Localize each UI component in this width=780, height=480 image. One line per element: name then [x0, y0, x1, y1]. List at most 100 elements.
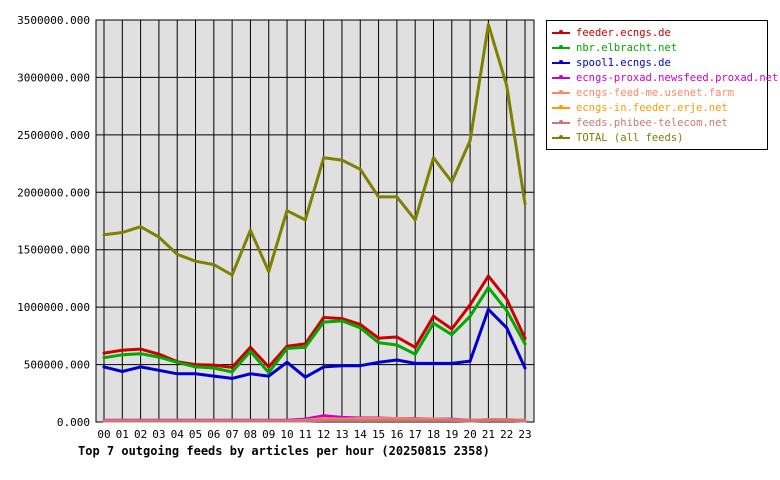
data-point — [230, 419, 234, 423]
y-tick-label: 2500000.000 — [17, 129, 90, 142]
data-point — [468, 359, 472, 363]
legend-label: ecngs-in.feeder.erje.net — [576, 102, 728, 114]
data-point — [505, 297, 509, 301]
data-point — [267, 365, 271, 369]
legend-label: ecngs-proxad.newsfeed.proxad.net — [576, 72, 779, 84]
data-point — [303, 375, 307, 379]
data-point — [230, 365, 234, 369]
data-point — [212, 263, 216, 267]
data-point — [340, 158, 344, 162]
data-point — [505, 309, 509, 313]
legend-item: ecngs-feed-me.usenet.farm — [551, 86, 734, 100]
data-point — [450, 180, 454, 184]
y-tick-label: 0.000 — [57, 416, 90, 429]
series-line — [102, 418, 527, 423]
data-point — [230, 376, 234, 380]
data-point — [523, 366, 527, 370]
data-point — [431, 418, 435, 422]
data-point — [303, 419, 307, 423]
data-point — [248, 345, 252, 349]
y-tick-label: 3500000.000 — [17, 14, 90, 27]
y-tick-label: 1500000.000 — [17, 244, 90, 257]
x-tick-label: 01 — [116, 428, 129, 441]
data-point — [139, 347, 143, 351]
data-point — [322, 315, 326, 319]
data-point — [340, 418, 344, 422]
legend-item: TOTAL (all feeds) — [551, 131, 683, 145]
legend-swatch — [551, 116, 571, 130]
data-point — [377, 341, 381, 345]
x-tick-label: 00 — [97, 428, 110, 441]
data-point — [505, 418, 509, 422]
data-point — [523, 419, 527, 423]
y-tick-label: 1000000.000 — [17, 301, 90, 314]
series-line — [102, 286, 527, 375]
data-point — [157, 355, 161, 359]
x-tick-label: 07 — [226, 428, 239, 441]
x-tick-label: 10 — [280, 428, 293, 441]
data-point — [358, 322, 362, 326]
data-point — [139, 365, 143, 369]
data-point — [120, 348, 124, 352]
data-point — [377, 360, 381, 364]
data-point — [248, 349, 252, 353]
legend-swatch — [551, 86, 571, 100]
data-point — [322, 156, 326, 160]
y-axis-ticks: 0.000 500000.000 1000000.000 1500000.000 200… — [17, 14, 90, 429]
chart-legend: feeder.ecngs.de nbr.elbracht.net spool1.ec… — [546, 20, 778, 150]
data-point — [486, 418, 490, 422]
data-point — [322, 320, 326, 324]
data-point — [120, 369, 124, 373]
legend-item: ecngs-in.feeder.erje.net — [551, 101, 728, 115]
data-point — [102, 233, 106, 237]
data-point — [431, 156, 435, 160]
data-point — [413, 352, 417, 356]
data-point — [340, 319, 344, 323]
data-point — [431, 321, 435, 325]
data-point — [358, 326, 362, 330]
data-point — [194, 419, 198, 423]
x-tick-label: 14 — [354, 428, 368, 441]
data-point — [468, 314, 472, 318]
data-point — [175, 252, 179, 256]
data-point — [212, 366, 216, 370]
data-point — [194, 365, 198, 369]
data-point — [175, 372, 179, 376]
legend-label: ecngs-feed-me.usenet.farm — [576, 87, 735, 99]
data-point — [248, 419, 252, 423]
data-point — [212, 363, 216, 367]
data-point — [413, 345, 417, 349]
data-point — [120, 419, 124, 423]
data-point — [212, 374, 216, 378]
data-point — [175, 360, 179, 364]
data-point — [358, 167, 362, 171]
data-point — [139, 352, 143, 356]
legend-label: nbr.elbracht.net — [576, 42, 678, 54]
data-point — [505, 83, 509, 87]
data-point — [303, 345, 307, 349]
legend-swatch — [551, 101, 571, 115]
x-tick-label: 12 — [317, 428, 330, 441]
legend-swatch — [551, 71, 571, 85]
data-point — [303, 218, 307, 222]
data-point — [523, 202, 527, 206]
x-tick-label: 22 — [500, 428, 513, 441]
data-point — [322, 365, 326, 369]
data-point — [468, 139, 472, 143]
data-point — [413, 361, 417, 365]
data-point — [486, 23, 490, 27]
data-point — [523, 336, 527, 340]
data-point — [285, 344, 289, 348]
data-point — [157, 235, 161, 239]
data-point — [248, 228, 252, 232]
x-tick-label: 16 — [390, 428, 403, 441]
legend-label: TOTAL (all feeds) — [576, 132, 684, 144]
legend-item: ecngs-proxad.newsfeed.proxad.net — [551, 71, 778, 85]
data-point — [505, 326, 509, 330]
x-tick-label: 19 — [445, 428, 458, 441]
x-tick-label: 02 — [134, 428, 147, 441]
data-point — [450, 327, 454, 331]
data-point — [413, 418, 417, 422]
x-tick-label: 20 — [463, 428, 476, 441]
data-point — [175, 419, 179, 423]
